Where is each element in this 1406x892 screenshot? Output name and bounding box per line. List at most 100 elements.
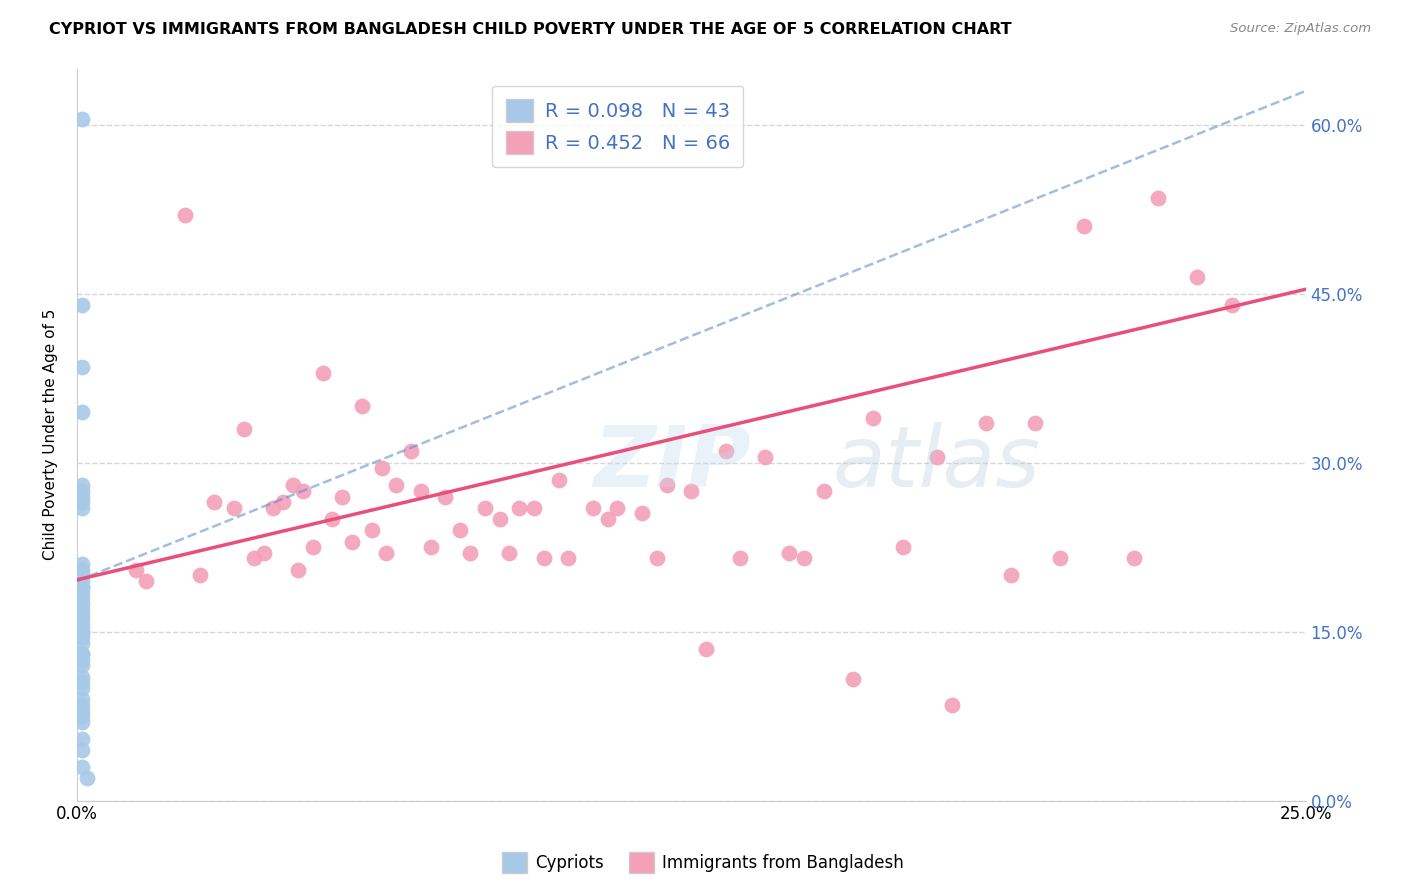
Point — [350, 400, 373, 414]
Point — [204, 495, 226, 509]
Point — [70, 624, 93, 639]
Point — [474, 500, 496, 515]
Point — [70, 495, 93, 509]
Point — [779, 546, 801, 560]
Point — [70, 405, 93, 419]
Point — [449, 524, 471, 538]
Point — [321, 512, 343, 526]
Point — [1073, 219, 1095, 234]
Point — [631, 507, 654, 521]
Y-axis label: Child Poverty Under the Age of 5: Child Poverty Under the Age of 5 — [44, 309, 58, 560]
Point — [695, 641, 717, 656]
Point — [1024, 417, 1046, 431]
Point — [1147, 191, 1170, 205]
Point — [70, 607, 93, 622]
Point — [291, 483, 314, 498]
Point — [655, 478, 678, 492]
Point — [1187, 269, 1209, 284]
Point — [262, 500, 284, 515]
Point — [1000, 568, 1022, 582]
Point — [813, 483, 835, 498]
Point — [596, 512, 619, 526]
Point — [862, 410, 884, 425]
Point — [1049, 551, 1071, 566]
Point — [974, 417, 997, 431]
Point — [70, 675, 93, 690]
Point — [70, 619, 93, 633]
Point — [70, 647, 93, 661]
Point — [70, 614, 93, 628]
Point — [224, 500, 246, 515]
Point — [70, 630, 93, 644]
Point — [1220, 298, 1243, 312]
Point — [582, 500, 605, 515]
Point — [70, 557, 93, 571]
Text: ZIP: ZIP — [593, 422, 751, 506]
Point — [793, 551, 815, 566]
Point — [70, 624, 93, 639]
Point — [730, 551, 752, 566]
Point — [281, 478, 304, 492]
Point — [70, 760, 93, 774]
Point — [70, 580, 93, 594]
Point — [70, 704, 93, 718]
Point — [70, 478, 93, 492]
Point — [488, 512, 510, 526]
Point — [271, 495, 294, 509]
Point — [70, 670, 93, 684]
Point — [70, 568, 93, 582]
Point — [70, 602, 93, 616]
Point — [375, 546, 398, 560]
Point — [606, 500, 628, 515]
Point — [70, 591, 93, 605]
Point — [645, 551, 668, 566]
Point — [125, 563, 148, 577]
Point — [70, 698, 93, 712]
Point — [70, 568, 93, 582]
Point — [1122, 551, 1144, 566]
Point — [370, 461, 392, 475]
Point — [70, 743, 93, 757]
Point — [434, 490, 457, 504]
Point — [70, 714, 93, 729]
Point — [842, 672, 865, 686]
Point — [70, 483, 93, 498]
Point — [287, 563, 309, 577]
Point — [754, 450, 776, 464]
Point — [188, 568, 211, 582]
Point — [70, 636, 93, 650]
Point — [508, 500, 530, 515]
Text: CYPRIOT VS IMMIGRANTS FROM BANGLADESH CHILD POVERTY UNDER THE AGE OF 5 CORRELATI: CYPRIOT VS IMMIGRANTS FROM BANGLADESH CH… — [49, 22, 1012, 37]
Point — [523, 500, 546, 515]
Point — [70, 500, 93, 515]
Point — [70, 709, 93, 723]
Point — [70, 359, 93, 374]
Point — [70, 112, 93, 127]
Point — [533, 551, 555, 566]
Point — [233, 422, 256, 436]
Point — [547, 473, 569, 487]
Point — [340, 534, 363, 549]
Point — [252, 546, 274, 560]
Point — [941, 698, 963, 712]
Point — [330, 490, 353, 504]
Point — [70, 658, 93, 673]
Point — [70, 597, 93, 611]
Point — [360, 524, 382, 538]
Point — [891, 540, 914, 554]
Point — [70, 681, 93, 695]
Point — [70, 731, 93, 746]
Text: Source: ZipAtlas.com: Source: ZipAtlas.com — [1230, 22, 1371, 36]
Point — [70, 692, 93, 706]
Point — [301, 540, 323, 554]
Point — [70, 647, 93, 661]
Legend: R = 0.098   N = 43, R = 0.452   N = 66: R = 0.098 N = 43, R = 0.452 N = 66 — [492, 86, 744, 168]
Point — [419, 540, 441, 554]
Point — [681, 483, 703, 498]
Point — [409, 483, 432, 498]
Point — [498, 546, 520, 560]
Point — [70, 585, 93, 599]
Point — [70, 574, 93, 588]
Point — [70, 653, 93, 667]
Point — [458, 546, 481, 560]
